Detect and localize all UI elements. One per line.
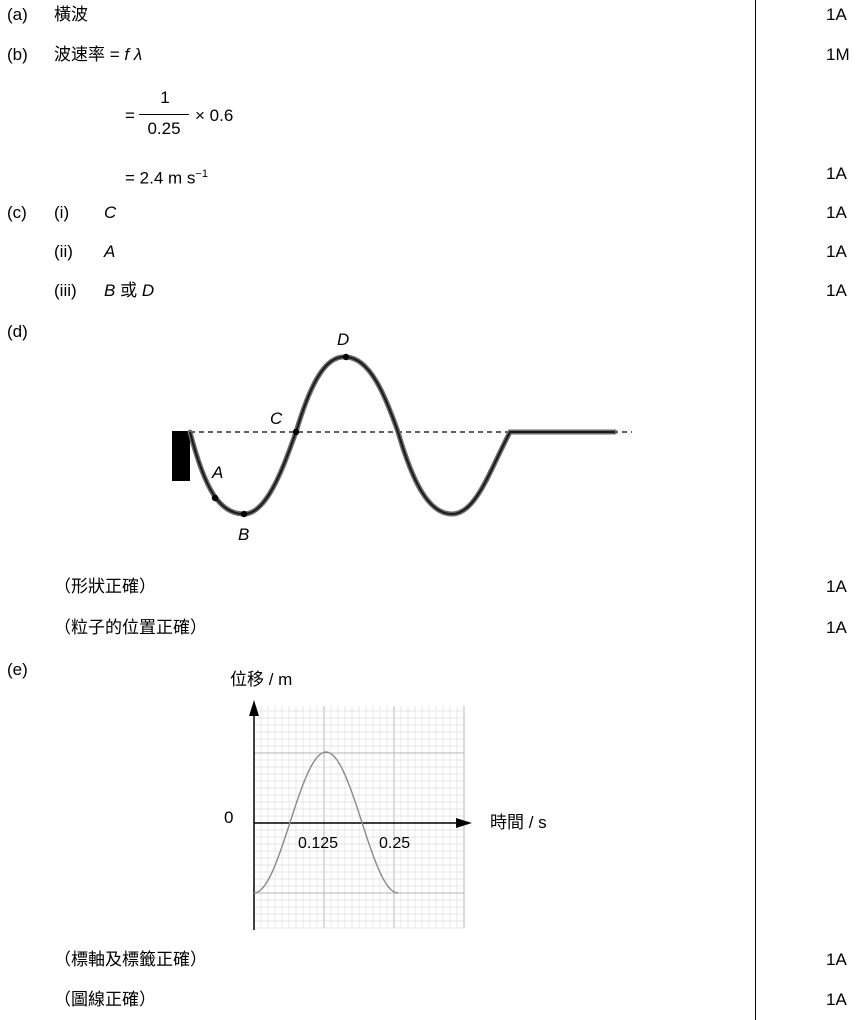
part-b-result: = 2.4 m s−1 xyxy=(125,168,208,188)
part-c-i-label: (i) xyxy=(54,203,70,222)
part-b-mark3: 1A xyxy=(826,164,847,183)
wave-curve-shadow xyxy=(187,354,618,517)
tick-label-0125: 0.125 xyxy=(298,835,338,852)
part-c-i-answer: C xyxy=(104,203,117,222)
part-d-label: (d) xyxy=(7,322,28,341)
point-a-label: A xyxy=(211,463,223,482)
x-axis-arrow xyxy=(456,818,472,828)
displacement-curve xyxy=(253,751,399,894)
part-b-fraction: = 1 0.25 × 0.6 xyxy=(125,86,245,146)
part-c-ii-label: (ii) xyxy=(54,242,73,261)
y-axis-arrow xyxy=(249,700,259,716)
part-d-criterion1: （形狀正確） xyxy=(54,577,156,596)
point-b-label: B xyxy=(238,525,249,544)
part-a-mark: 1A xyxy=(826,5,847,24)
part-e-criterion1: （標軸及標籤正確） xyxy=(54,950,207,969)
part-a-answer: 橫波 xyxy=(54,5,88,24)
part-e-criterion2: （圖線正確） xyxy=(54,990,156,1009)
graph-y-axis-label: 位移 / m xyxy=(230,670,293,689)
part-b-label: (b) xyxy=(7,45,28,64)
part-c-iii-label: (iii) xyxy=(54,281,77,300)
part-c-ii-answer: A xyxy=(104,242,116,261)
point-b-dot xyxy=(240,510,248,518)
graph-grid xyxy=(253,706,465,929)
fraction-numerator: 1 xyxy=(160,88,170,107)
displacement-time-graph: 0.125 0.25 xyxy=(249,700,472,930)
part-c-label: (c) xyxy=(7,203,27,222)
fraction-bar xyxy=(139,114,189,115)
wave-curve xyxy=(189,355,615,516)
part-b-line1: 波速率 = f λ xyxy=(54,45,143,64)
part-c-ii-mark: 1A xyxy=(826,242,847,261)
tick-label-025: 0.25 xyxy=(379,835,410,852)
graph-origin-label: 0 xyxy=(224,808,234,827)
point-a-dot xyxy=(211,494,219,502)
point-c-label: C xyxy=(270,409,283,428)
part-b-mark1: 1M xyxy=(826,45,850,64)
point-c-dot xyxy=(292,428,300,436)
fraction-multiplier: × 0.6 xyxy=(195,106,234,125)
part-c-i-mark: 1A xyxy=(826,203,847,222)
point-d-dot xyxy=(342,353,350,361)
part-d-mark1: 1A xyxy=(826,577,847,596)
part-e-mark1: 1A xyxy=(826,950,847,969)
part-c-iii-answer: B 或 D xyxy=(104,281,155,300)
part-d-criterion2: （粒子的位置正確） xyxy=(54,618,207,637)
wall-block xyxy=(172,431,190,481)
point-d-label: D xyxy=(337,330,349,349)
part-e-mark2: 1A xyxy=(826,990,847,1009)
part-e-label: (e) xyxy=(7,660,28,679)
graph-x-axis-label: 時間 / s xyxy=(490,813,547,832)
part-d-mark2: 1A xyxy=(826,618,847,637)
wave-diagram: A B C D xyxy=(172,330,632,544)
part-c-iii-mark: 1A xyxy=(826,281,847,300)
fraction-denominator: 0.25 xyxy=(147,119,181,138)
fraction-equals: = xyxy=(125,106,135,125)
part-a-label: (a) xyxy=(7,5,28,24)
marks-column-divider xyxy=(755,0,756,1020)
